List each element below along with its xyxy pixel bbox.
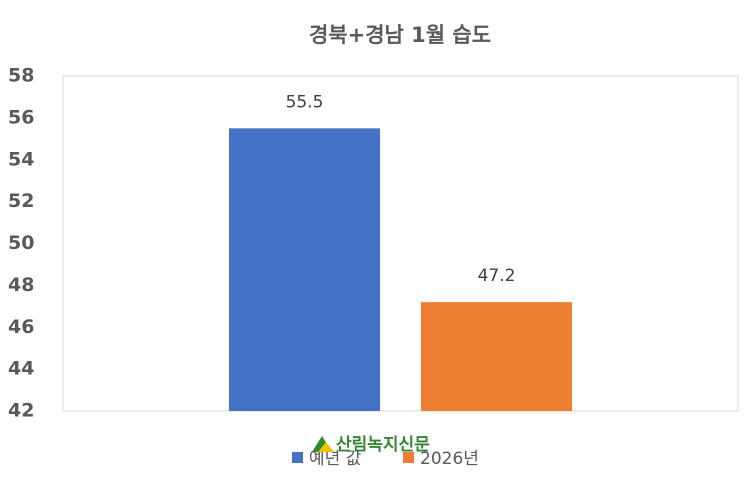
legend-label: 예년 값 [309, 449, 362, 469]
watermark-logo [318, 442, 334, 452]
watermark: 산림녹지신문 [336, 435, 430, 455]
data-label: 47.2 [478, 266, 516, 286]
y-tick-label: 46 [8, 316, 34, 338]
legend-label: 2026년 [420, 449, 479, 469]
data-label: 55.5 [286, 92, 324, 112]
chart-title: 경북+경남 1월 습도 [309, 23, 491, 47]
plot-area [62, 75, 739, 412]
y-tick-label: 50 [8, 232, 34, 254]
y-tick-label: 42 [8, 400, 34, 422]
bar [421, 302, 572, 411]
y-tick-label: 44 [8, 358, 34, 380]
y-tick-label: 54 [8, 148, 34, 170]
legend-swatch [292, 452, 303, 463]
bar [229, 128, 380, 411]
y-tick-label: 48 [8, 274, 34, 296]
y-tick-label: 56 [8, 106, 34, 128]
y-tick-label: 58 [8, 65, 34, 87]
y-tick-label: 52 [8, 190, 34, 212]
legend-swatch [403, 452, 414, 463]
